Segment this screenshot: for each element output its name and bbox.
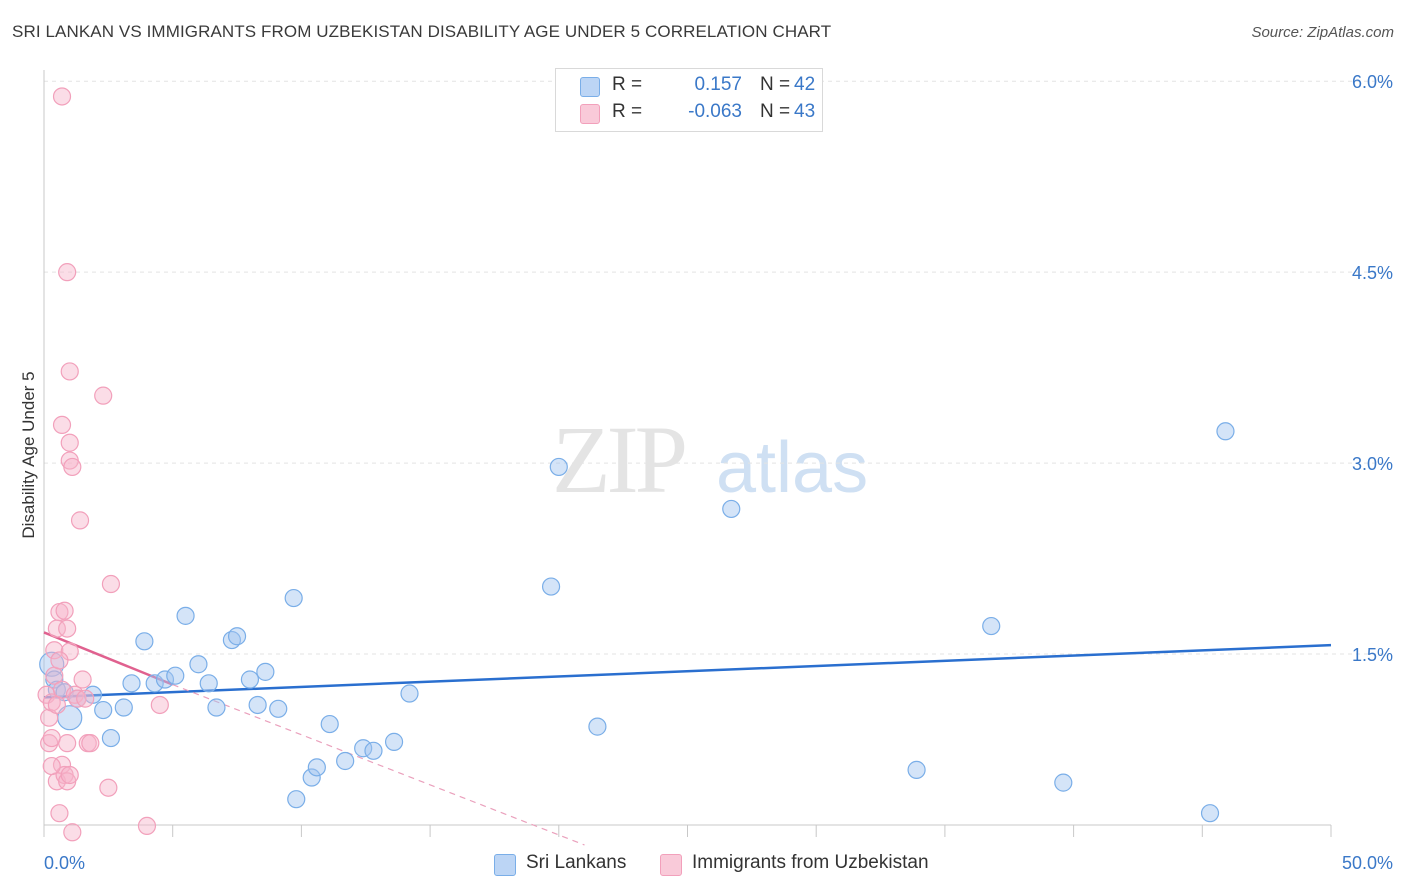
legend-n-label: N = xyxy=(760,74,791,95)
uzbekistan-point xyxy=(99,778,118,797)
sri-lankan-point xyxy=(336,751,355,771)
legend-n-value: 43 xyxy=(794,101,816,122)
sri-lankan-point xyxy=(307,758,326,777)
sri-lankan-point xyxy=(549,457,568,477)
uzbekistan-point xyxy=(60,433,79,452)
uzbekistan-point xyxy=(42,728,61,748)
data-points xyxy=(37,87,1235,842)
uzbekistan-point xyxy=(50,651,69,670)
watermark-atlas: atlas xyxy=(716,428,868,508)
sri-lankan-point xyxy=(284,588,303,608)
sri-lankan-point xyxy=(114,698,133,717)
sri-lankan-point xyxy=(400,684,419,703)
sri-lankan-point xyxy=(256,662,275,681)
uzbekistan-point xyxy=(42,693,61,712)
sri-lankan-point xyxy=(145,674,164,693)
trend-line-uzbekistan-extension xyxy=(172,684,585,846)
x-tick-label: 50.0% xyxy=(1342,853,1393,873)
y-tick-label: 6.0% xyxy=(1352,72,1393,92)
uzbekistan-point xyxy=(76,689,95,708)
sri-lankan-point xyxy=(155,670,175,689)
uzbekistan-point xyxy=(60,765,79,785)
bottom-legend-label: Immigrants from Uzbekistan xyxy=(692,852,929,873)
legend-r-label: R = xyxy=(612,101,643,122)
bottom-legend-label: Sri Lankans xyxy=(526,852,627,873)
y-tick-label: 3.0% xyxy=(1352,454,1393,474)
source-label: Source: ZipAtlas.com xyxy=(1251,24,1394,41)
uzbekistan-point xyxy=(60,362,79,381)
gridlines xyxy=(44,80,1391,655)
correlation-legend: R = 0.157 N = 42 R = -0.063 N = 43 xyxy=(555,68,823,132)
sri-lankan-point xyxy=(302,768,321,787)
sri-lankan-point xyxy=(227,627,247,646)
legend-r-label: R = xyxy=(612,74,643,95)
x-tick-label: 0.0% xyxy=(44,853,85,873)
sri-lankan-point xyxy=(982,616,1001,636)
sri-lankan-point xyxy=(320,714,339,734)
sri-lankan-point xyxy=(1054,773,1073,792)
trend-line-sri-lankans xyxy=(43,643,1332,699)
y-tick-label: 4.5% xyxy=(1352,263,1393,283)
uzbekistan-point xyxy=(52,415,72,435)
legend-n-value: 42 xyxy=(794,74,816,95)
uzbekistan-point xyxy=(94,386,113,405)
sri-lankan-point xyxy=(101,728,121,748)
legend-r-value: -0.063 xyxy=(688,101,742,122)
sri-lankan-point xyxy=(135,632,154,651)
uzbekistan-point xyxy=(81,734,100,753)
sri-lankan-point xyxy=(722,499,741,519)
y-axis-label: Disability Age Under 5 xyxy=(19,371,38,539)
sri-lankan-point xyxy=(1200,804,1220,823)
legend-swatch-blue xyxy=(580,77,600,97)
legend-swatch-pink xyxy=(580,104,600,124)
uzbekistan-point xyxy=(58,619,77,638)
sri-lankan-point xyxy=(248,695,267,715)
y-tick-label: 1.5% xyxy=(1352,645,1393,665)
sri-lankan-point xyxy=(122,674,141,693)
uzbekistan-point xyxy=(58,734,77,753)
uzbekistan-point xyxy=(150,695,169,715)
sri-lankan-point xyxy=(907,760,926,779)
sri-lankan-point xyxy=(199,674,218,693)
uzbekistan-point xyxy=(45,641,64,660)
sri-lankan-point xyxy=(176,606,195,625)
uzbekistan-point xyxy=(73,670,92,689)
sri-lankan-point xyxy=(384,732,404,751)
sri-lankan-point xyxy=(94,700,113,720)
uzbekistan-point xyxy=(63,457,82,477)
bottom-legend-swatch-pink xyxy=(660,854,682,876)
chart-title: SRI LANKAN VS IMMIGRANTS FROM UZBEKISTAN… xyxy=(12,22,832,41)
sri-lankan-point xyxy=(189,655,208,674)
legend-r-value: 0.157 xyxy=(694,74,742,95)
uzbekistan-point xyxy=(137,816,157,836)
sri-lankan-point xyxy=(588,717,607,736)
uzbekistan-point xyxy=(101,574,121,594)
sri-lankan-point xyxy=(207,698,226,717)
uzbekistan-point xyxy=(68,689,87,708)
sri-lankan-point xyxy=(287,790,306,809)
uzbekistan-point xyxy=(47,695,66,715)
axes xyxy=(43,70,1332,837)
watermark: ZIP atlas xyxy=(552,406,868,513)
sri-lankan-point xyxy=(240,670,260,689)
uzbekistan-point xyxy=(58,263,77,282)
legend-n-label: N = xyxy=(760,101,791,122)
sri-lankan-point xyxy=(364,741,383,760)
uzbekistan-point xyxy=(50,804,69,823)
sri-lankan-point xyxy=(1216,422,1235,441)
sri-lankan-point xyxy=(541,577,561,596)
uzbekistan-point xyxy=(63,823,82,842)
watermark-zip: ZIP xyxy=(552,406,685,513)
uzbekistan-point xyxy=(70,511,90,530)
sri-lankan-point xyxy=(269,699,288,718)
uzbekistan-point xyxy=(55,601,74,620)
trend-lines xyxy=(43,631,1332,846)
uzbekistan-point xyxy=(52,87,72,106)
uzbekistan-point xyxy=(42,756,61,776)
sri-lankan-point xyxy=(166,666,185,685)
uzbekistan-point xyxy=(40,734,59,753)
tick-labels: 1.5% 3.0% 4.5% 6.0% 0.0% 50.0% xyxy=(44,72,1393,873)
bottom-legend-swatch-blue xyxy=(494,854,516,876)
